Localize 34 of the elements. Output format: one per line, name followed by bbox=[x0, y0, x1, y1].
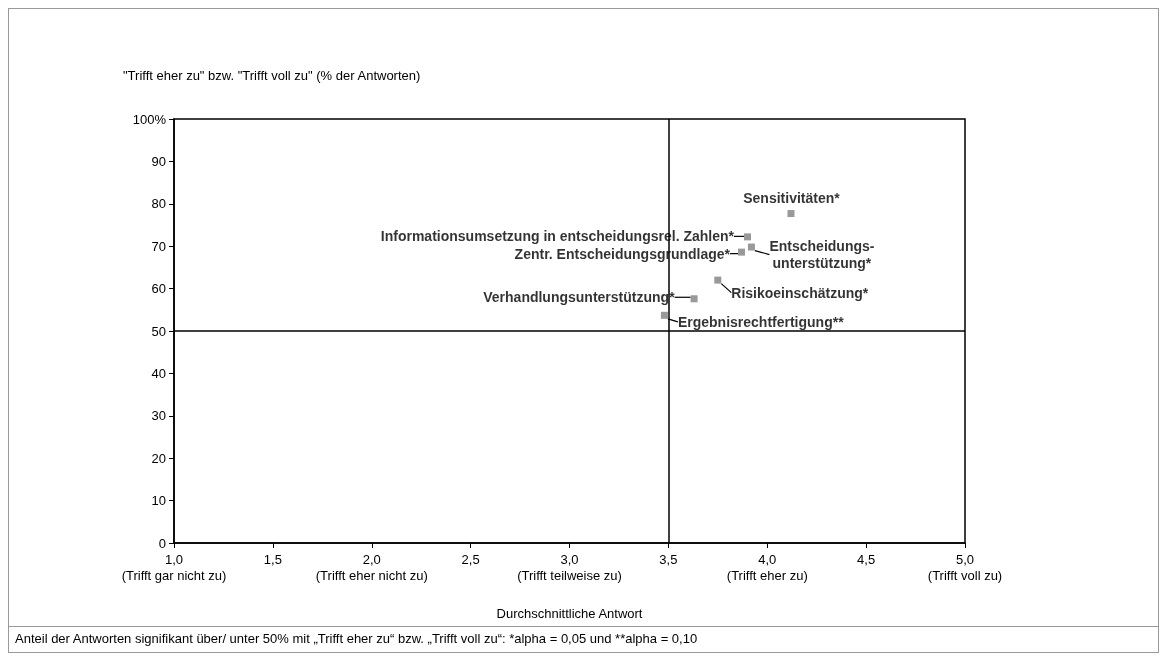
point bbox=[738, 248, 746, 256]
y-axis-title: "Trifft eher zu" bzw. "Trifft voll zu" (% der Antworten) bbox=[123, 68, 421, 83]
point bbox=[690, 295, 698, 303]
point bbox=[787, 210, 795, 218]
x-tick-label: 5,0 (Trifft voll zu) bbox=[927, 551, 1003, 583]
x-tick-label: 2,0 (Trifft eher nicht zu) bbox=[315, 551, 428, 583]
y-tick-label: 20 bbox=[151, 450, 166, 466]
y-tick-label: 80 bbox=[151, 196, 166, 212]
y-tick-label: 90 bbox=[151, 153, 166, 169]
y-tick-label: 50 bbox=[151, 323, 166, 339]
x-tick-label: 1,0 (Trifft gar nicht zu) bbox=[121, 551, 227, 583]
y-tick-label: 10 bbox=[151, 493, 166, 509]
x-tick-label: 3,5 bbox=[659, 551, 678, 567]
series-label: Risikoeinschätzung* bbox=[731, 284, 869, 301]
series-label: Sensitivitäten* bbox=[743, 190, 841, 207]
point bbox=[714, 276, 722, 284]
x-tick-label: 4,0 (Trifft eher zu) bbox=[726, 551, 808, 583]
y-tick-label: 30 bbox=[151, 408, 166, 424]
x-tick-label: 1,5 bbox=[263, 551, 282, 567]
y-tick-label: 100% bbox=[132, 111, 167, 127]
y-tick-label: 70 bbox=[151, 238, 166, 254]
y-tick-label: 0 bbox=[158, 535, 166, 551]
series-label: Entscheidungs- unterstützung* bbox=[769, 238, 875, 272]
x-axis-title: Durchschnittliche Antwort bbox=[496, 606, 643, 621]
x-tick-label: 2,5 bbox=[461, 551, 480, 567]
x-tick-label: 4,5 bbox=[857, 551, 876, 567]
x-tick-label: 3,0 (Trifft teilweise zu) bbox=[517, 551, 622, 583]
point bbox=[747, 243, 755, 251]
point bbox=[743, 233, 751, 241]
series-label: Ergebnisrechtfertigung** bbox=[677, 313, 845, 330]
text: Anteil der Antworten signifikant über/ unter 50% mit „Trifft eher zu“ bzw. „Trifft voll zu“: *alpha = 0,05 und **alpha = 0,10 bbox=[9, 626, 1158, 650]
point bbox=[660, 311, 668, 319]
y-tick-label: 40 bbox=[151, 365, 166, 381]
y-tick-label: 60 bbox=[151, 281, 166, 297]
